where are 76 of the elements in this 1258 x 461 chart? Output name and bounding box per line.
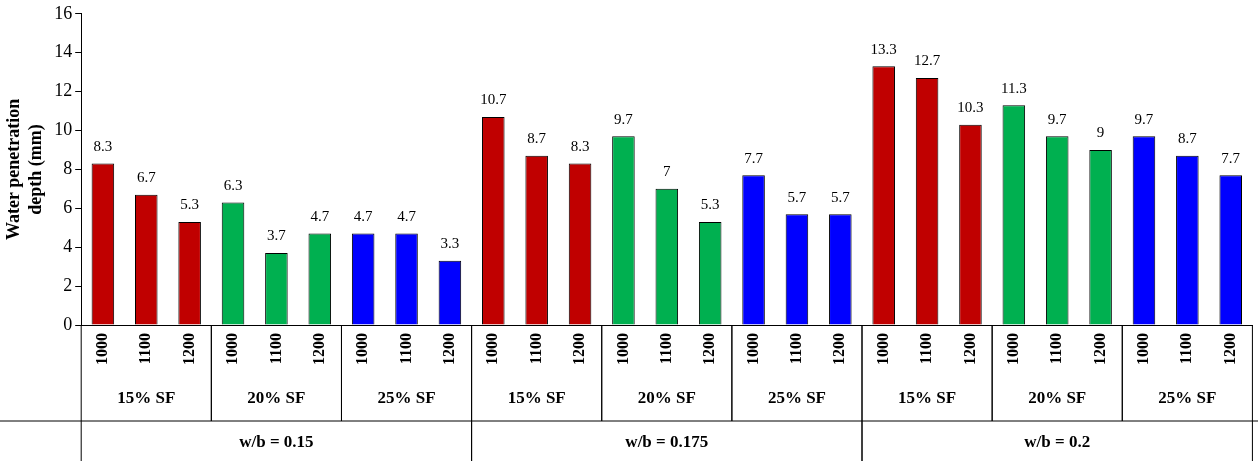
text: w/b = 0.15 xyxy=(239,432,314,452)
y-tick-label: 0 xyxy=(63,313,73,334)
text: 15% SF xyxy=(117,388,176,408)
x-tick-label: 1200 xyxy=(830,333,848,365)
data-label: 13.3 xyxy=(870,40,897,57)
x-tick-label: 1000 xyxy=(353,333,371,365)
x-tick-label: 1000 xyxy=(613,333,631,365)
data-label: 8.3 xyxy=(570,138,590,154)
data-label: 9.7 xyxy=(614,110,634,127)
data-label: 8.7 xyxy=(527,130,547,147)
text: w/b = 0.2 xyxy=(1024,432,1091,452)
y-tick-label: 16 xyxy=(54,2,73,23)
data-label: 5.3 xyxy=(700,196,720,213)
data-label: 7.7 xyxy=(1221,149,1241,166)
data-label: 12.7 xyxy=(913,52,941,69)
y-tick-label: 10 xyxy=(54,119,73,140)
data-label: 9.7 xyxy=(1134,110,1154,127)
x-tick-label: 1200 xyxy=(570,333,588,365)
data-label: 8.3 xyxy=(93,138,113,154)
text: 25% SF xyxy=(377,388,436,408)
data-label: 9.7 xyxy=(1047,110,1068,127)
data-label: 4.7 xyxy=(310,208,330,225)
x-tick-label: 1000 xyxy=(483,333,501,365)
y-tick-label: 14 xyxy=(54,41,73,62)
data-label: 8.7 xyxy=(1177,130,1198,147)
x-tick-label: 1100 xyxy=(136,333,154,365)
x-tick-label: 1100 xyxy=(1047,333,1065,365)
text: 25% SF xyxy=(1158,388,1217,408)
text: 15% SF xyxy=(507,388,566,408)
x-tick-label: 1100 xyxy=(526,333,544,365)
x-tick-label: 1000 xyxy=(1134,333,1152,365)
x-tick-label: 1100 xyxy=(1177,333,1195,365)
x-tick-label: 1200 xyxy=(1090,333,1108,365)
data-label: 7 xyxy=(663,163,672,180)
data-label: 3.3 xyxy=(440,235,460,252)
x-tick-label: 1000 xyxy=(93,333,111,365)
x-tick-label: 1100 xyxy=(917,333,935,365)
x-tick-label: 1100 xyxy=(787,333,805,365)
data-label: 5.7 xyxy=(787,188,807,205)
x-tick-label: 1100 xyxy=(266,333,284,365)
x-tick-label: 1000 xyxy=(743,333,761,365)
x-tick-label: 1100 xyxy=(656,333,674,365)
x-tick-label: 1100 xyxy=(396,333,414,365)
x-tick-label: 1200 xyxy=(179,333,197,365)
data-label: 4.7 xyxy=(397,208,417,225)
x-tick-label: 1200 xyxy=(309,333,327,365)
data-label: 11.3 xyxy=(1000,79,1027,96)
data-label: 5.3 xyxy=(180,196,200,213)
text: 20% SF xyxy=(247,388,306,408)
text: 20% SF xyxy=(637,388,696,408)
data-label: 9 xyxy=(1096,124,1105,141)
x-tick-label: 1200 xyxy=(700,333,718,365)
y-tick-label: 6 xyxy=(63,197,73,218)
y-tick-label: 4 xyxy=(63,235,73,256)
x-tick-label: 1200 xyxy=(440,333,458,365)
x-tick-label: 1000 xyxy=(873,333,891,365)
data-label: 5.7 xyxy=(830,188,851,205)
y-tick-label: 12 xyxy=(54,80,73,101)
y-axis-title: Water penetration depth (mm) xyxy=(3,98,47,240)
x-tick-label: 1200 xyxy=(960,333,978,365)
text: 25% SF xyxy=(767,388,826,408)
data-label: 3.7 xyxy=(267,227,287,244)
y-tick-label: 8 xyxy=(63,158,73,179)
text: w/b = 0.175 xyxy=(625,432,709,452)
x-tick-label: 1000 xyxy=(1003,333,1021,365)
data-label: 6.7 xyxy=(136,169,157,186)
text: 20% SF xyxy=(1028,388,1087,408)
x-tick-label: 1200 xyxy=(1220,333,1238,365)
data-label: 6.3 xyxy=(223,176,243,193)
x-tick-label: 1000 xyxy=(223,333,241,365)
data-label: 4.7 xyxy=(353,208,374,225)
data-label: 10.7 xyxy=(480,91,507,108)
text: 15% SF xyxy=(898,388,957,408)
data-label: 7.7 xyxy=(744,149,764,166)
data-label: 10.3 xyxy=(957,99,984,116)
y-tick-label: 2 xyxy=(63,274,73,295)
